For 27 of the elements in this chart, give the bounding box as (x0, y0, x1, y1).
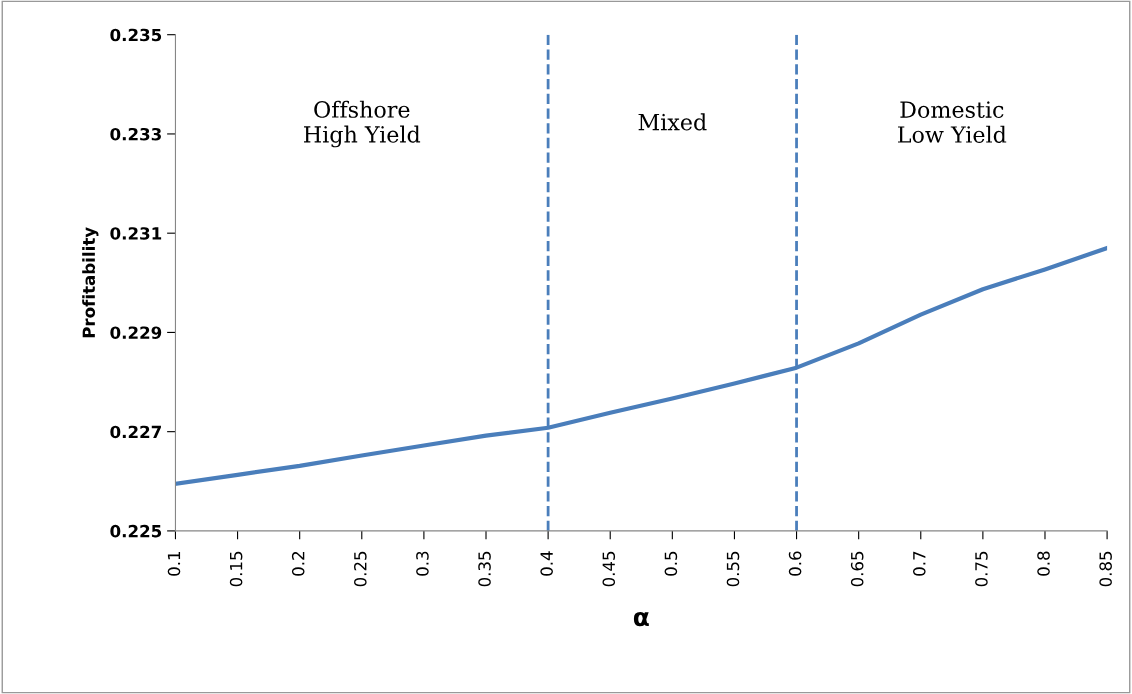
x-tick-label: 0.25 (354, 551, 367, 587)
x-tick-label: 0.85 (1099, 551, 1112, 587)
y-tick-label: 0.227 (110, 425, 161, 439)
y-tick-label: 0.233 (110, 127, 161, 141)
x-tick-label: 0.5 (664, 551, 678, 576)
y-axis-title: Profitability (82, 227, 99, 338)
x-tick-label: 0.6 (788, 551, 802, 576)
y-tick-label: 0.231 (110, 227, 162, 240)
annotation: Offshore High Yield (304, 100, 421, 148)
y-tick-label: 0.225 (110, 524, 162, 538)
x-axis-title: α (633, 611, 649, 627)
y-tick-label: 0.229 (110, 326, 162, 339)
x-tick-label: 0.15 (229, 551, 243, 587)
x-tick-label: 0.3 (416, 551, 429, 576)
y-tick-label: 0.235 (110, 28, 162, 42)
x-tick-label: 0.2 (291, 552, 305, 576)
x-tick-label: 0.7 (913, 551, 926, 576)
x-tick-label: 0.35 (478, 551, 491, 587)
x-tick-label: 0.4 (540, 551, 553, 576)
x-tick-label: 0.75 (975, 551, 988, 587)
x-tick-label: 0.65 (850, 551, 864, 587)
annotation: Domestic Low Yield (898, 101, 1007, 143)
annotation: Mixed (638, 113, 707, 131)
x-tick-label: 0.8 (1037, 551, 1050, 576)
x-tick-label: 0.55 (726, 551, 740, 587)
x-tick-label: 0.45 (602, 551, 616, 587)
x-tick-label: 0.1 (167, 551, 181, 576)
